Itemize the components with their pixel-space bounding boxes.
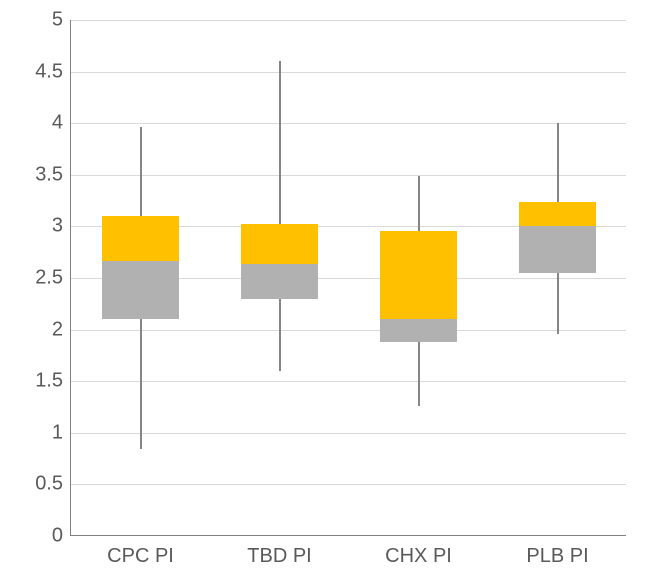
y-tick-label: 5 [52, 9, 63, 32]
whisker-lower [140, 319, 142, 449]
whisker-upper [557, 123, 559, 201]
box-upper [380, 231, 456, 320]
whisker-upper [279, 61, 281, 224]
gridline [71, 175, 626, 176]
y-tick-label: 1 [52, 421, 63, 444]
x-tick-label: PLB PI [526, 545, 588, 568]
gridline [71, 330, 626, 331]
box-upper [519, 202, 595, 227]
y-tick-label: 4 [52, 112, 63, 135]
boxplot-chart: 0 0.5 1 1.5 2 2.5 3 3.5 4 4.5 5 CPC PI TBD PI CHX PI P… [0, 0, 656, 586]
y-tick-label: 3 [52, 215, 63, 238]
gridline [71, 123, 626, 124]
gridline [71, 433, 626, 434]
whisker-lower [557, 273, 559, 334]
y-tick-label: 2.5 [35, 267, 63, 290]
box-lower [380, 319, 456, 342]
plot-area: 00.511.522.533.544.55CPC PITBD PICHX PIP… [70, 20, 626, 536]
whisker-upper [418, 176, 420, 231]
box-lower [519, 226, 595, 272]
box-lower [241, 264, 317, 299]
gridline [71, 381, 626, 382]
whisker-upper [140, 127, 142, 216]
whisker-lower [279, 299, 281, 371]
y-tick-label: 1.5 [35, 370, 63, 393]
y-tick-label: 2 [52, 318, 63, 341]
y-tick-label: 3.5 [35, 163, 63, 186]
gridline [71, 484, 626, 485]
box-upper [241, 224, 317, 263]
x-tick-label: TBD PI [247, 545, 311, 568]
box-upper [102, 216, 178, 261]
box-lower [102, 261, 178, 319]
y-tick-label: 0.5 [35, 473, 63, 496]
x-tick-label: CPC PI [107, 545, 174, 568]
y-tick-label: 4.5 [35, 60, 63, 83]
gridline [71, 20, 626, 21]
y-tick-label: 0 [52, 525, 63, 548]
whisker-lower [418, 342, 420, 406]
x-tick-label: CHX PI [385, 545, 452, 568]
gridline [71, 72, 626, 73]
